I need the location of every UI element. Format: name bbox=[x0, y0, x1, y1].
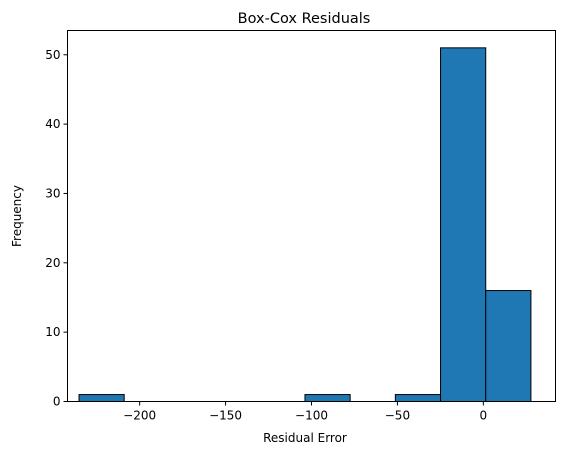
bars-group bbox=[78, 47, 532, 403]
x-axis-ticks: −200 −150 −100 −50 0 bbox=[123, 401, 488, 423]
x-tick-label: −150 bbox=[209, 409, 242, 423]
y-tick-label: 10 bbox=[45, 325, 60, 339]
chart-title: Box-Cox Residuals bbox=[238, 11, 371, 27]
x-axis-label: Residual Error bbox=[263, 431, 347, 445]
histogram-bar-9 bbox=[485, 290, 532, 402]
y-tick-label: 30 bbox=[45, 186, 60, 200]
histogram-bar-8 bbox=[440, 47, 487, 402]
x-tick-label: −200 bbox=[123, 409, 156, 423]
histogram-bar-0 bbox=[78, 394, 125, 403]
y-tick-label: 0 bbox=[53, 395, 61, 409]
x-tick-label: 0 bbox=[480, 409, 488, 423]
histogram-bar-7 bbox=[394, 394, 442, 403]
y-tick-label: 20 bbox=[45, 256, 60, 270]
y-tick-label: 50 bbox=[45, 48, 60, 62]
histogram-bar-5 bbox=[304, 394, 351, 403]
x-tick-label: −100 bbox=[295, 409, 328, 423]
y-tick-label: 40 bbox=[45, 117, 60, 131]
y-axis-ticks: 0 10 20 30 40 50 bbox=[45, 48, 68, 409]
plot-frame bbox=[67, 30, 556, 402]
x-tick-label: −50 bbox=[385, 409, 410, 423]
y-axis-label: Frequency bbox=[10, 185, 24, 247]
